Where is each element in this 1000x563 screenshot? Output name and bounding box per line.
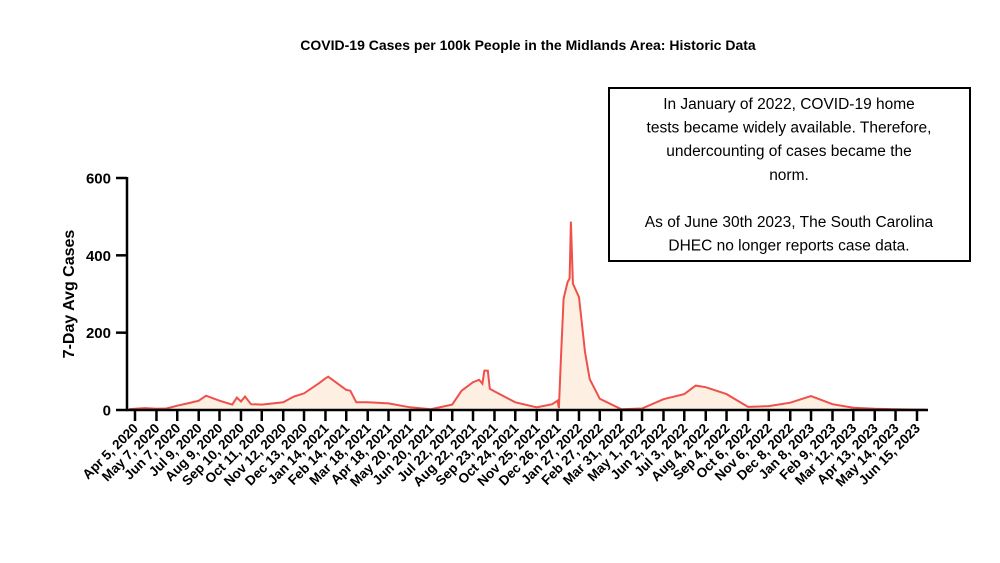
annotation-line: norm. [769,167,809,184]
annotation-line: In January of 2022, COVID-19 home [663,96,915,113]
annotation-line: tests became widely available. Therefore… [647,120,932,137]
annotation-box: In January of 2022, COVID-19 home tests b… [608,87,971,262]
y-tick-label: 600 [86,171,111,188]
annotation-line: DHEC no longer reports case data. [668,238,909,255]
y-tick-label: 200 [86,325,111,342]
y-tick-label: 400 [86,248,111,265]
y-axis-label: 7-Day Avg Cases [61,230,78,359]
chart-title: COVID-19 Cases per 100k People in the Mi… [300,37,756,53]
plot-area [128,221,926,411]
annotation-line: As of June 30th 2023, The South Carolina [645,214,934,231]
series-line [128,221,926,411]
annotation-line: undercounting of cases became the [666,143,912,160]
y-tick-label: 0 [103,403,111,420]
